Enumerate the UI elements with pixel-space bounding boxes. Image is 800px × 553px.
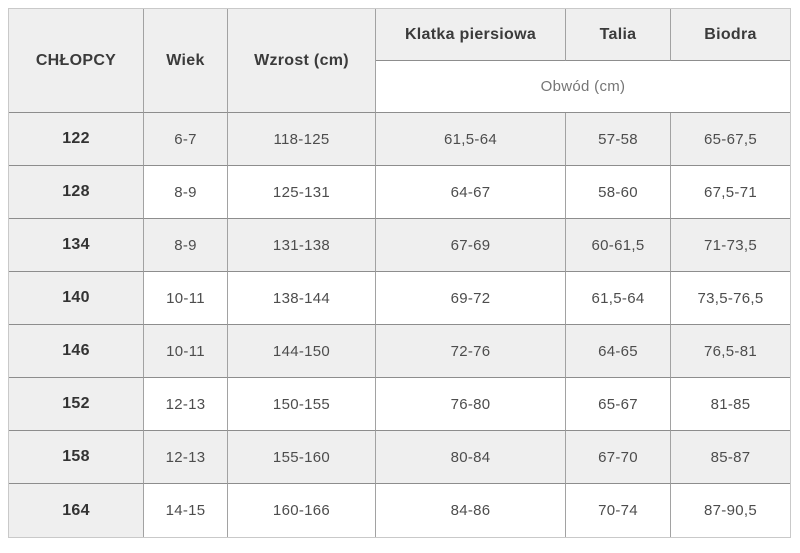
waist-cell: 57-58 (566, 113, 671, 166)
waist-cell: 61,5-64 (566, 272, 671, 325)
table-row: 128 8-9 125-131 64-67 58-60 67,5-71 (9, 166, 790, 219)
size-cell: 152 (9, 378, 144, 431)
size-cell: 122 (9, 113, 144, 166)
hips-cell: 81-85 (671, 378, 790, 431)
height-cell: 155-160 (228, 431, 376, 484)
chest-cell: 61,5-64 (376, 113, 566, 166)
hips-cell: 87-90,5 (671, 484, 790, 537)
boys-size-chart-table: CHŁOPCY Wiek Wzrost (cm) Klatka piersiow… (8, 8, 791, 538)
table-row: 146 10-11 144-150 72-76 64-65 76,5-81 (9, 325, 790, 378)
table-row: 134 8-9 131-138 67-69 60-61,5 71-73,5 (9, 219, 790, 272)
chest-cell: 67-69 (376, 219, 566, 272)
size-cell: 164 (9, 484, 144, 537)
hips-cell: 67,5-71 (671, 166, 790, 219)
hips-cell: 65-67,5 (671, 113, 790, 166)
waist-cell: 70-74 (566, 484, 671, 537)
header-row: CHŁOPCY Wiek Wzrost (cm) Klatka piersiow… (9, 9, 790, 113)
chest-cell: 72-76 (376, 325, 566, 378)
chest-cell: 80-84 (376, 431, 566, 484)
hips-cell: 73,5-76,5 (671, 272, 790, 325)
chest-cell: 69-72 (376, 272, 566, 325)
waist-cell: 60-61,5 (566, 219, 671, 272)
table-row: 152 12-13 150-155 76-80 65-67 81-85 (9, 378, 790, 431)
waist-cell: 58-60 (566, 166, 671, 219)
waist-cell: 64-65 (566, 325, 671, 378)
chest-cell: 76-80 (376, 378, 566, 431)
header-size-column: CHŁOPCY (9, 9, 144, 113)
table-row: 164 14-15 160-166 84-86 70-74 87-90,5 (9, 484, 790, 537)
age-cell: 10-11 (144, 325, 228, 378)
table-row: 122 6-7 118-125 61,5-64 57-58 65-67,5 (9, 113, 790, 166)
size-cell: 140 (9, 272, 144, 325)
height-cell: 138-144 (228, 272, 376, 325)
waist-cell: 65-67 (566, 378, 671, 431)
size-cell: 158 (9, 431, 144, 484)
chest-cell: 84-86 (376, 484, 566, 537)
size-cell: 146 (9, 325, 144, 378)
waist-cell: 67-70 (566, 431, 671, 484)
hips-cell: 85-87 (671, 431, 790, 484)
age-cell: 6-7 (144, 113, 228, 166)
header-hips-column: Biodra (671, 9, 790, 61)
height-cell: 131-138 (228, 219, 376, 272)
table-row: 158 12-13 155-160 80-84 67-70 85-87 (9, 431, 790, 484)
height-cell: 118-125 (228, 113, 376, 166)
height-cell: 150-155 (228, 378, 376, 431)
age-cell: 14-15 (144, 484, 228, 537)
header-waist-column: Talia (566, 9, 671, 61)
age-cell: 12-13 (144, 431, 228, 484)
age-cell: 8-9 (144, 219, 228, 272)
subheader-circumference: Obwód (cm) (376, 61, 790, 113)
hips-cell: 76,5-81 (671, 325, 790, 378)
subheader-row: Obwód (cm) (9, 61, 790, 113)
height-cell: 125-131 (228, 166, 376, 219)
size-cell: 128 (9, 166, 144, 219)
chest-cell: 64-67 (376, 166, 566, 219)
age-cell: 10-11 (144, 272, 228, 325)
header-chest-column: Klatka piersiowa (376, 9, 566, 61)
size-cell: 134 (9, 219, 144, 272)
height-cell: 144-150 (228, 325, 376, 378)
hips-cell: 71-73,5 (671, 219, 790, 272)
header-height-column: Wzrost (cm) (228, 9, 376, 113)
height-cell: 160-166 (228, 484, 376, 537)
table-row: 140 10-11 138-144 69-72 61,5-64 73,5-76,… (9, 272, 790, 325)
age-cell: 8-9 (144, 166, 228, 219)
header-age-column: Wiek (144, 9, 228, 113)
age-cell: 12-13 (144, 378, 228, 431)
